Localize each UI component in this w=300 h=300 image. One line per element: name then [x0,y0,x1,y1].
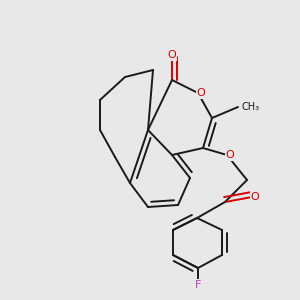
Text: O: O [196,88,206,98]
Text: F: F [195,280,201,290]
Text: O: O [168,50,176,60]
Text: O: O [250,192,260,202]
Text: O: O [226,150,234,160]
Text: CH₃: CH₃ [241,102,259,112]
